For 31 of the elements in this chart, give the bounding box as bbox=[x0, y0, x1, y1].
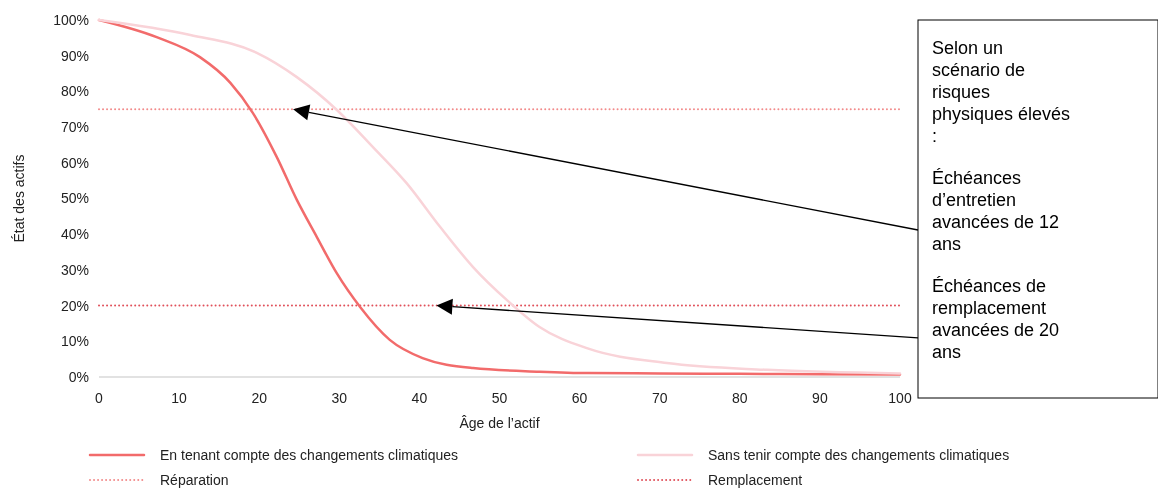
y-tick-label: 0% bbox=[68, 368, 89, 385]
legend-label: En tenant compte des changements climatiques bbox=[160, 446, 459, 463]
y-axis-title: État des actifs bbox=[11, 154, 27, 243]
x-axis-title: Âge de l’actif bbox=[459, 415, 540, 431]
x-tick-label: 70 bbox=[651, 390, 668, 406]
x-tick-label: 20 bbox=[251, 390, 268, 406]
x-tick-label: 30 bbox=[331, 390, 348, 406]
x-tick-label: 90 bbox=[812, 390, 828, 406]
text: Échéances d’entretien avancées de 12 ans bbox=[932, 167, 1060, 254]
legend-label: Sans tenir compte des changements climatiques bbox=[708, 446, 1010, 463]
y-tick-label: 70% bbox=[60, 119, 89, 135]
x-tick-label: 0 bbox=[95, 390, 104, 406]
x-tick-label: 60 bbox=[571, 390, 588, 406]
y-tick-label: 20% bbox=[60, 297, 89, 314]
text: Échéances de remplacement avancées de 20 ans bbox=[932, 275, 1060, 362]
y-tick-label: 10% bbox=[60, 333, 89, 350]
x-tick-label: 50 bbox=[491, 390, 508, 406]
y-tick-label: 50% bbox=[60, 190, 89, 207]
y-tick-label: 30% bbox=[60, 261, 89, 278]
legend-label: Réparation bbox=[160, 471, 229, 488]
y-tick-label: 60% bbox=[60, 154, 89, 171]
y-tick-label: 90% bbox=[60, 47, 89, 64]
y-tick-label: 100% bbox=[53, 11, 89, 28]
legend-label: Remplacement bbox=[708, 471, 803, 488]
text: Selon un scénario de risques physiques élevés : bbox=[932, 38, 1071, 146]
x-tick-label: 80 bbox=[732, 390, 748, 406]
x-tick-label: 40 bbox=[411, 390, 428, 406]
x-tick-label: 10 bbox=[171, 390, 188, 406]
y-tick-label: 40% bbox=[60, 226, 89, 243]
y-tick-label: 80% bbox=[60, 83, 89, 100]
x-tick-label: 100 bbox=[888, 390, 912, 406]
